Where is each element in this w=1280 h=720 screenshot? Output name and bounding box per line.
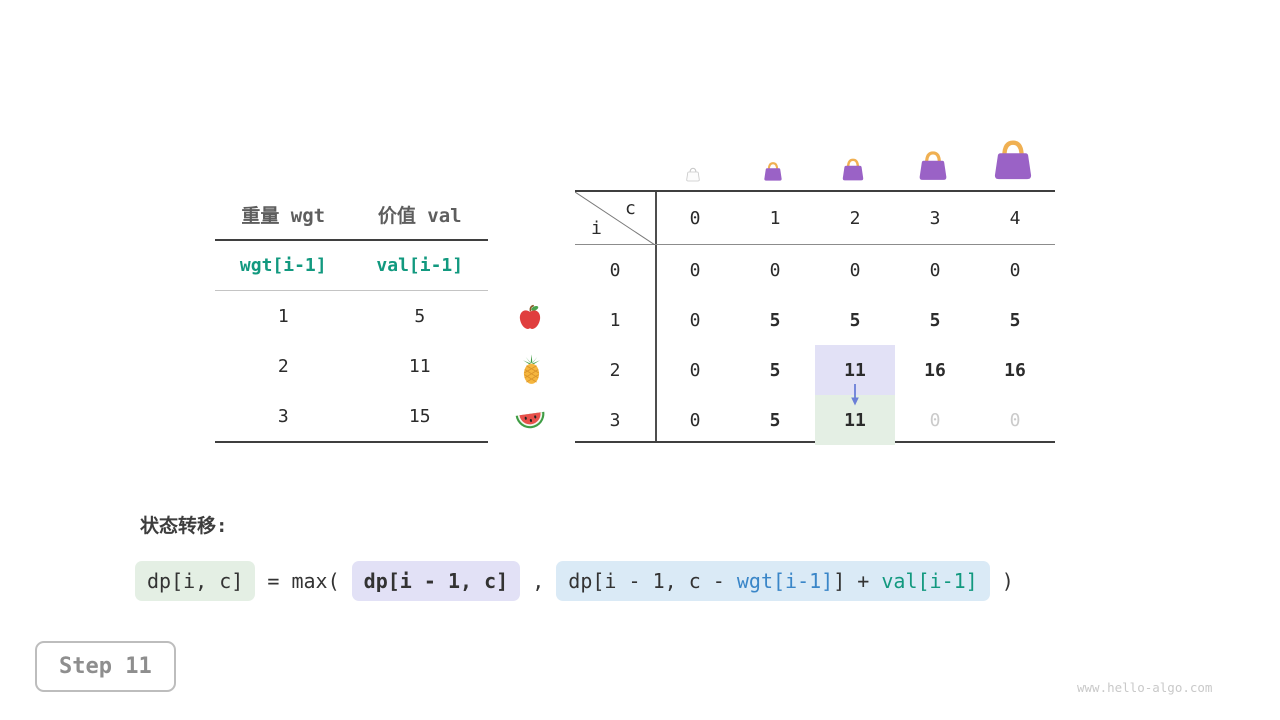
dp-cell: 5 bbox=[849, 309, 861, 331]
dp-row-label: 1 bbox=[609, 309, 621, 331]
weights-table-header-row: 重量 wgt 价值 val bbox=[215, 190, 488, 241]
weight-formula-cell: wgt[i-1] bbox=[239, 255, 327, 276]
apple-icon bbox=[516, 304, 544, 336]
item-row-2: 2 11 bbox=[215, 341, 488, 391]
formula-equals-max: = max( bbox=[255, 569, 352, 593]
dp-corner-cell: c i bbox=[575, 192, 655, 245]
weights-values-table: 重量 wgt 价值 val wgt[i-1] val[i-1] 1 5 2 11… bbox=[215, 190, 488, 443]
bag-medium-icon bbox=[840, 156, 866, 186]
dp-table: c i 0 1 2 3 4 0 0 0 0 0 0 1 0 5 5 5 5 2 bbox=[575, 190, 1055, 445]
dp-cell: 5 bbox=[769, 359, 781, 381]
formula-dp-current: dp[i, c] bbox=[135, 561, 256, 601]
formula-option-take: dp[i - 1, c - wgt[i-1]] + val[i-1] bbox=[556, 561, 990, 601]
formula-take-prefix: dp[i - 1, c - bbox=[568, 569, 737, 593]
dp-col-header-0: 0 bbox=[689, 208, 701, 229]
divider bbox=[575, 244, 1055, 245]
transition-title: 状态转移: bbox=[140, 515, 228, 537]
dp-row-label: 0 bbox=[609, 259, 621, 281]
dp-row-2: 2 0 5 11 16 16 bbox=[575, 345, 1055, 395]
dp-cell: 5 bbox=[769, 409, 781, 431]
watermark: www.hello-algo.com bbox=[1077, 680, 1213, 695]
corner-row-var: i bbox=[591, 218, 602, 239]
dp-cell: 0 bbox=[689, 359, 701, 381]
dp-cell: 0 bbox=[1009, 259, 1021, 281]
dp-cell: 0 bbox=[769, 259, 781, 281]
item-row-1: 1 5 bbox=[215, 291, 488, 341]
dp-header-row: c i 0 1 2 3 4 bbox=[575, 192, 1055, 245]
step-badge: Step 11 bbox=[35, 641, 176, 692]
formula-close-paren: ) bbox=[989, 569, 1014, 593]
dp-col-header-3: 3 bbox=[929, 208, 941, 229]
dp-col-header-2: 2 bbox=[849, 208, 861, 229]
corner-diagonal-line bbox=[575, 192, 655, 245]
divider bbox=[655, 192, 657, 441]
dp-row-label: 3 bbox=[609, 409, 621, 431]
dp-cell: 0 bbox=[689, 259, 701, 281]
item-weight: 2 bbox=[277, 355, 289, 377]
formula-comma: , bbox=[520, 569, 557, 593]
dp-cell: 0 bbox=[689, 409, 701, 431]
dp-cell: 5 bbox=[1009, 309, 1021, 331]
formula-take-wgt: wgt[i-1] bbox=[736, 569, 834, 593]
pineapple-icon bbox=[518, 354, 545, 389]
formula-take-mid: ] + bbox=[833, 569, 882, 593]
item-weight: 3 bbox=[277, 405, 289, 427]
dp-cell: 0 bbox=[929, 259, 941, 281]
item-row-3: 3 15 bbox=[215, 391, 488, 441]
dp-col-header-1: 1 bbox=[769, 208, 781, 229]
dp-cell: 0 bbox=[849, 259, 861, 281]
bag-ghost-icon bbox=[685, 166, 701, 186]
dp-cell: 16 bbox=[1004, 359, 1026, 381]
bag-small-icon bbox=[762, 160, 784, 186]
dp-cell: 5 bbox=[929, 309, 941, 331]
corner-col-var: c bbox=[625, 198, 636, 219]
bag-large-icon bbox=[916, 148, 950, 186]
item-value: 15 bbox=[408, 405, 431, 427]
value-formula-cell: val[i-1] bbox=[376, 255, 464, 276]
arrow-down-icon bbox=[851, 384, 859, 406]
formula-option-keep: dp[i - 1, c] bbox=[351, 561, 521, 601]
dp-cell: 5 bbox=[769, 309, 781, 331]
dp-row-0: 0 0 0 0 0 0 bbox=[575, 245, 1055, 295]
item-value: 11 bbox=[408, 355, 431, 377]
value-column-header: 价值 val bbox=[377, 205, 462, 227]
dp-cell-muted: 0 bbox=[929, 409, 941, 431]
step-label: Step 11 bbox=[59, 654, 152, 679]
dp-cell: 0 bbox=[689, 309, 701, 331]
bag-xlarge-icon bbox=[990, 136, 1036, 186]
dp-cell: 16 bbox=[924, 359, 946, 381]
item-weight: 1 bbox=[277, 305, 289, 327]
weight-column-header: 重量 wgt bbox=[241, 205, 326, 227]
watermelon-icon bbox=[515, 408, 546, 437]
dp-cell-muted: 0 bbox=[1009, 409, 1021, 431]
weights-formula-row: wgt[i-1] val[i-1] bbox=[215, 241, 488, 291]
dp-col-header-4: 4 bbox=[1009, 208, 1021, 229]
formula-take-val: val[i-1] bbox=[881, 569, 978, 593]
item-value: 5 bbox=[414, 305, 426, 327]
dp-row-1: 1 0 5 5 5 5 bbox=[575, 295, 1055, 345]
transition-formula: dp[i, c] = max( dp[i - 1, c] , dp[i - 1,… bbox=[135, 561, 1014, 601]
dp-row-3: 3 0 5 11 0 0 bbox=[575, 395, 1055, 445]
dp-row-label: 2 bbox=[609, 359, 621, 381]
